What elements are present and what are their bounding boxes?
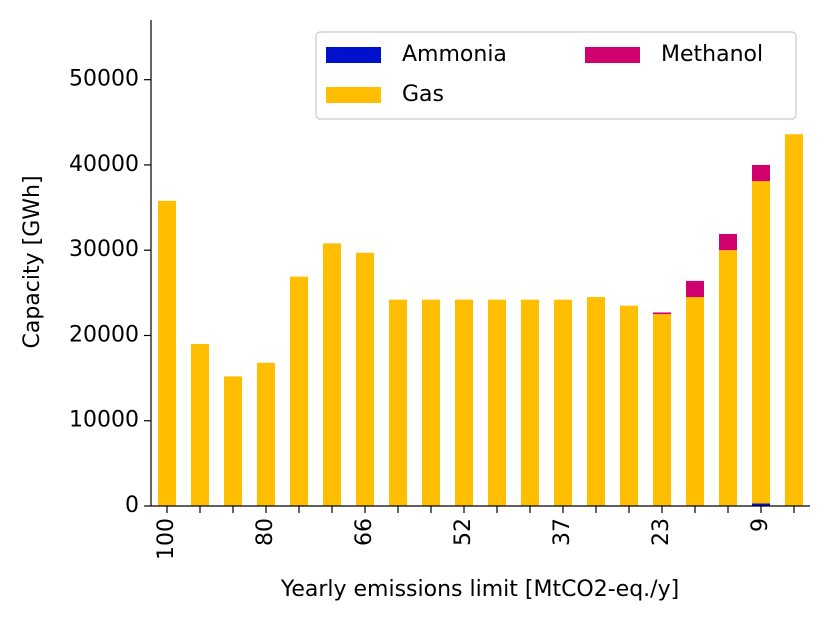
legend-swatch [585,47,640,63]
bar-segment [587,297,605,506]
x-tick-label: 52 [451,518,476,546]
x-axis-label: Yearly emissions limit [MtCO2-eq./y] [280,577,679,602]
bar-segment [290,276,308,506]
bar-segment [719,234,737,251]
bar-segment [455,299,473,506]
legend-label: Gas [402,82,444,107]
x-tick-label: 37 [550,518,575,546]
bar-segment [257,362,275,506]
bar-segment [356,252,374,506]
x-tick-label: 100 [154,518,179,560]
bar-segment [554,299,572,506]
x-tick-label: 23 [649,518,674,546]
bar-segment [719,250,737,506]
bar-segment [653,314,671,506]
bar-segment [389,299,407,506]
legend-swatch [326,87,381,103]
legend-box [315,31,797,120]
bar-segment [422,299,440,506]
x-tick-label: 66 [352,518,377,546]
bar-segment [224,376,242,506]
bar-segment [620,305,638,506]
bar-segment [191,344,209,506]
bar-segment [488,299,506,506]
legend-swatch [326,47,381,63]
y-axis-label: Capacity [GWh] [20,175,45,348]
bar-segment [752,181,770,504]
y-tick-label: 20000 [69,322,139,347]
y-tick-label: 0 [125,493,139,518]
x-tick-label: 80 [253,518,278,546]
bar-segment [158,200,176,507]
y-tick-label: 50000 [69,67,139,92]
bar-segment [323,243,341,507]
legend-label: Methanol [661,42,763,67]
bar-segment [752,164,770,182]
y-tick-label: 10000 [69,408,139,433]
bar-segment [686,280,704,298]
bar-segment [521,299,539,506]
bar-segment [653,312,671,315]
legend-label: Ammonia [402,42,507,67]
x-tick-label: 9 [748,518,773,532]
bar-segment [752,503,770,506]
y-tick-label: 30000 [69,237,139,262]
y-tick-label: 40000 [69,152,139,177]
bar-segment [686,297,704,506]
bar-segment [785,134,803,506]
